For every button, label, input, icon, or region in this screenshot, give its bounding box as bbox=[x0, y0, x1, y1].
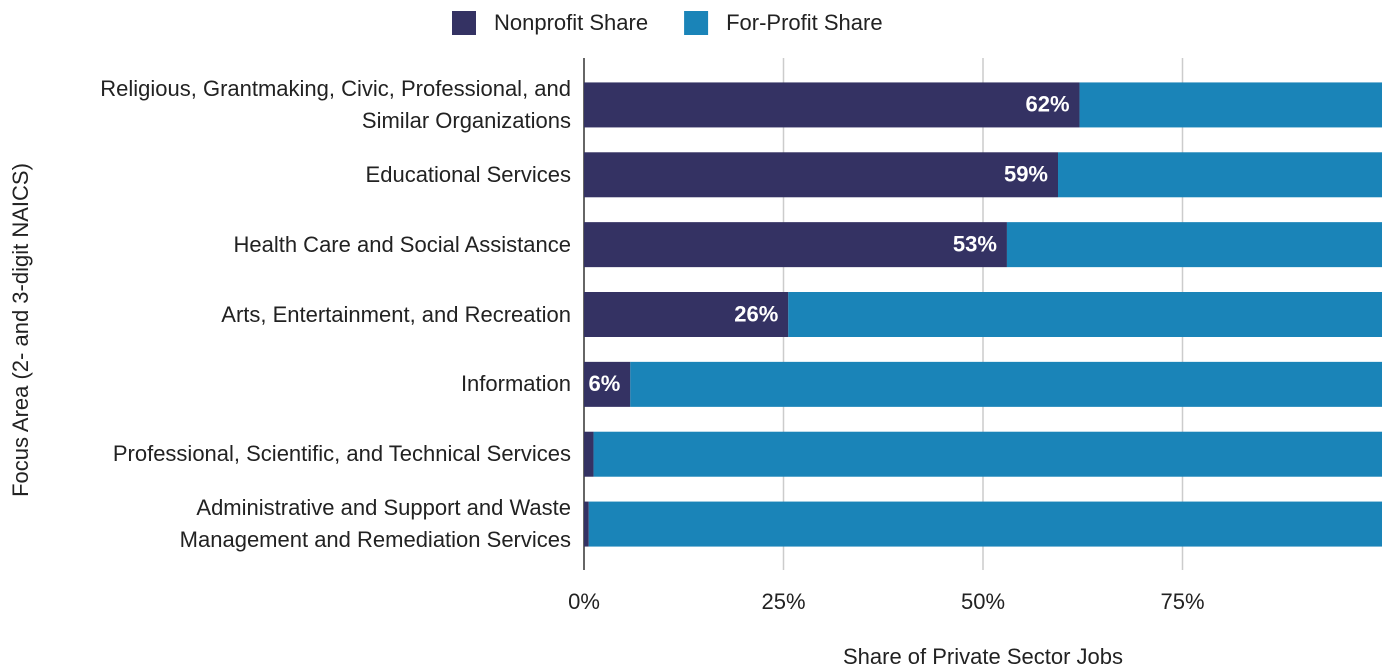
y-tick-label: Arts, Entertainment, and Recreation bbox=[221, 301, 571, 327]
data-label: 62% bbox=[1026, 92, 1070, 117]
data-label: 26% bbox=[734, 301, 778, 326]
bar-segment bbox=[584, 501, 589, 547]
bar-segment bbox=[584, 222, 1007, 268]
bar-segment bbox=[584, 431, 594, 477]
x-axis-title: Share of Private Sector Jobs bbox=[843, 644, 1123, 669]
y-tick-label: Administrative and Support and Waste Man… bbox=[179, 495, 571, 553]
bar-segment bbox=[584, 361, 631, 407]
data-label: 59% bbox=[1004, 162, 1048, 187]
bar-segment bbox=[588, 501, 1382, 547]
x-tick-label: 25% bbox=[761, 589, 805, 614]
bar-segment bbox=[584, 82, 1080, 128]
y-tick-label: Educational Services bbox=[365, 161, 571, 187]
y-tick-label: Religious, Grantmaking, Civic, Professio… bbox=[100, 75, 571, 133]
legend-label: For-Profit Share bbox=[726, 10, 883, 35]
y-axis-title: Focus Area (2- and 3-digit NAICS) bbox=[8, 163, 33, 497]
y-tick-label: Information bbox=[460, 371, 571, 397]
data-label: 53% bbox=[953, 231, 997, 256]
legend-swatch bbox=[452, 11, 476, 35]
bar-segment bbox=[584, 292, 789, 337]
x-tick-label: 50% bbox=[961, 589, 1005, 614]
legend-label: Nonprofit Share bbox=[494, 10, 648, 35]
data-label: 6% bbox=[588, 371, 620, 396]
bar-segment bbox=[1079, 82, 1382, 128]
y-tick-label: Health Care and Social Assistance bbox=[233, 231, 571, 257]
bar-segment bbox=[1006, 222, 1382, 268]
legend-swatch bbox=[684, 11, 709, 35]
bar-segment bbox=[630, 361, 1382, 407]
x-tick-label: 0% bbox=[568, 589, 600, 614]
bar-segment bbox=[1058, 152, 1382, 198]
bar-segment bbox=[593, 431, 1382, 477]
bar-segment bbox=[584, 152, 1059, 198]
y-tick-label: Professional, Scientific, and Technical … bbox=[112, 441, 571, 467]
x-tick-label: 75% bbox=[1160, 589, 1204, 614]
bar-segment bbox=[788, 292, 1382, 337]
